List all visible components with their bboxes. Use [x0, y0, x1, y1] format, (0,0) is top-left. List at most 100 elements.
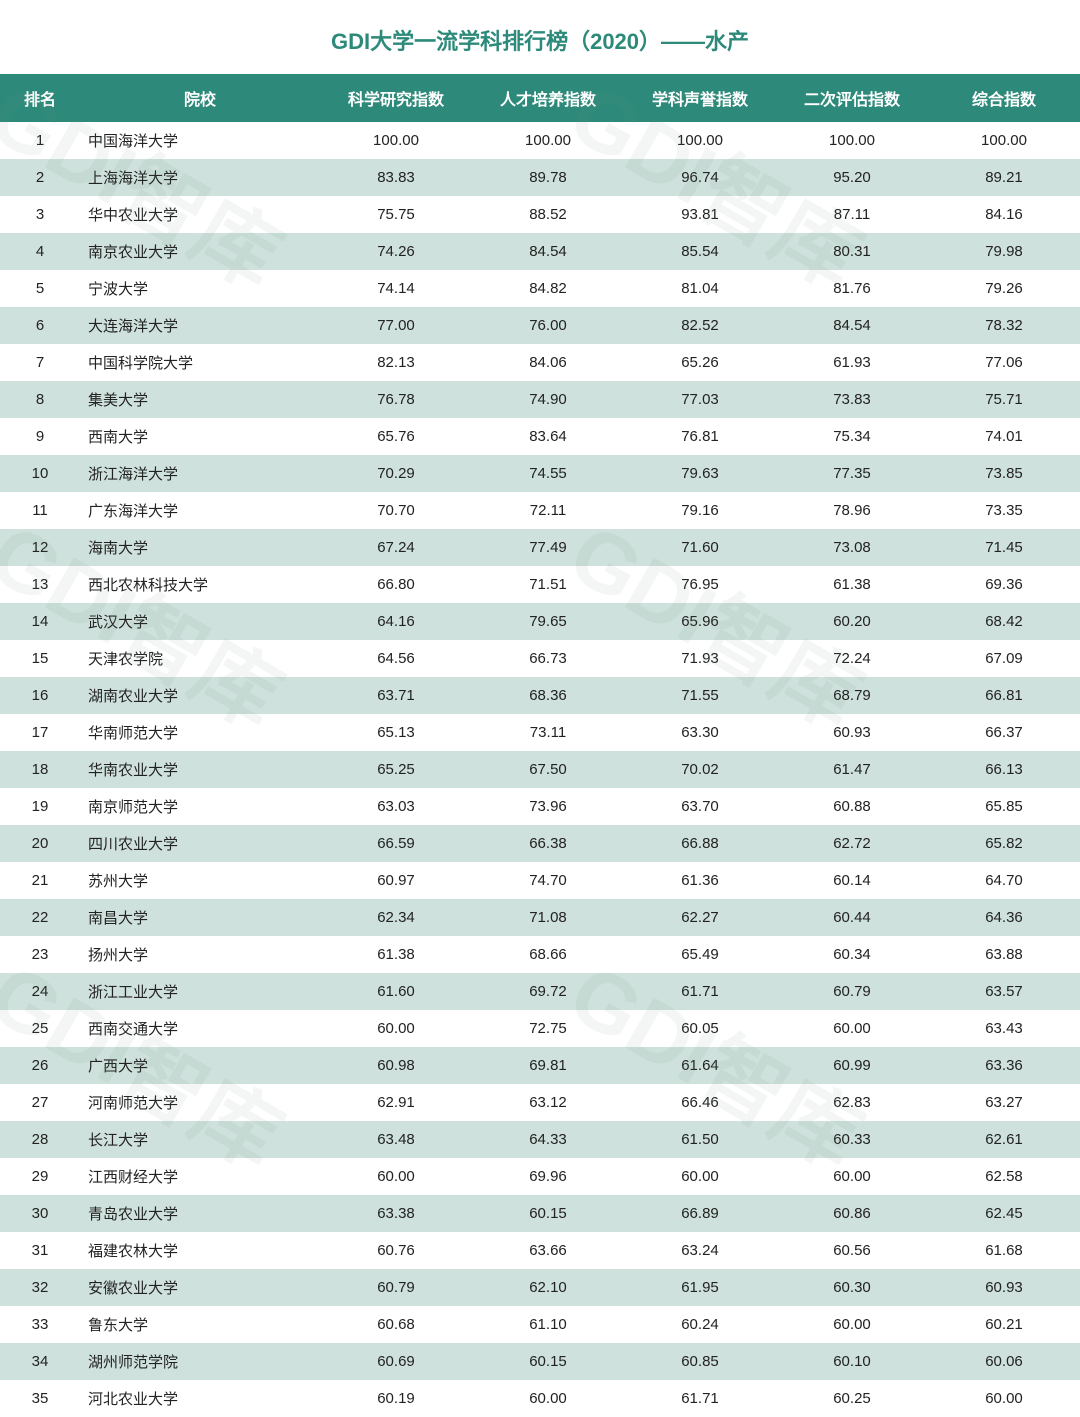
index-cell: 68.66 [472, 936, 624, 973]
col-header: 排名 [0, 74, 80, 122]
index-cell: 62.91 [320, 1084, 472, 1121]
index-cell: 80.31 [776, 233, 928, 270]
index-cell: 62.34 [320, 899, 472, 936]
index-cell: 65.26 [624, 344, 776, 381]
index-cell: 60.06 [928, 1343, 1080, 1380]
index-cell: 81.04 [624, 270, 776, 307]
index-cell: 100.00 [320, 122, 472, 159]
university-cell: 中国海洋大学 [80, 122, 320, 159]
index-cell: 79.98 [928, 233, 1080, 270]
rank-cell: 11 [0, 492, 80, 529]
university-cell: 西北农林科技大学 [80, 566, 320, 603]
col-header: 科学研究指数 [320, 74, 472, 122]
index-cell: 61.95 [624, 1269, 776, 1306]
university-cell: 南京师范大学 [80, 788, 320, 825]
index-cell: 79.26 [928, 270, 1080, 307]
university-cell: 上海海洋大学 [80, 159, 320, 196]
index-cell: 63.38 [320, 1195, 472, 1232]
index-cell: 66.13 [928, 751, 1080, 788]
rank-cell: 9 [0, 418, 80, 455]
index-cell: 61.38 [776, 566, 928, 603]
rank-cell: 20 [0, 825, 80, 862]
index-cell: 64.36 [928, 899, 1080, 936]
index-cell: 60.97 [320, 862, 472, 899]
index-cell: 60.93 [776, 714, 928, 751]
index-cell: 66.37 [928, 714, 1080, 751]
index-cell: 60.19 [320, 1380, 472, 1417]
index-cell: 60.88 [776, 788, 928, 825]
index-cell: 84.54 [472, 233, 624, 270]
index-cell: 64.56 [320, 640, 472, 677]
index-cell: 63.24 [624, 1232, 776, 1269]
index-cell: 78.96 [776, 492, 928, 529]
index-cell: 75.34 [776, 418, 928, 455]
university-cell: 天津农学院 [80, 640, 320, 677]
rank-cell: 29 [0, 1158, 80, 1195]
table-row: 22南昌大学62.3471.0862.2760.4464.36 [0, 899, 1080, 936]
index-cell: 100.00 [624, 122, 776, 159]
index-cell: 60.24 [624, 1306, 776, 1343]
index-cell: 64.33 [472, 1121, 624, 1158]
index-cell: 62.27 [624, 899, 776, 936]
university-cell: 南昌大学 [80, 899, 320, 936]
index-cell: 60.79 [776, 973, 928, 1010]
index-cell: 60.05 [624, 1010, 776, 1047]
index-cell: 60.00 [320, 1158, 472, 1195]
rank-cell: 35 [0, 1380, 80, 1417]
university-cell: 武汉大学 [80, 603, 320, 640]
index-cell: 77.06 [928, 344, 1080, 381]
index-cell: 63.71 [320, 677, 472, 714]
rank-cell: 16 [0, 677, 80, 714]
rank-cell: 33 [0, 1306, 80, 1343]
index-cell: 60.00 [776, 1306, 928, 1343]
index-cell: 71.45 [928, 529, 1080, 566]
index-cell: 89.21 [928, 159, 1080, 196]
table-row: 13西北农林科技大学66.8071.5176.9561.3869.36 [0, 566, 1080, 603]
index-cell: 62.45 [928, 1195, 1080, 1232]
rank-cell: 22 [0, 899, 80, 936]
index-cell: 81.76 [776, 270, 928, 307]
index-cell: 88.52 [472, 196, 624, 233]
index-cell: 63.27 [928, 1084, 1080, 1121]
university-cell: 青岛农业大学 [80, 1195, 320, 1232]
index-cell: 79.63 [624, 455, 776, 492]
index-cell: 60.00 [776, 1010, 928, 1047]
page-title: GDI大学一流学科排行榜（2020）——水产 [0, 0, 1080, 74]
university-cell: 浙江海洋大学 [80, 455, 320, 492]
table-row: 15天津农学院64.5666.7371.9372.2467.09 [0, 640, 1080, 677]
index-cell: 60.21 [928, 1306, 1080, 1343]
index-cell: 79.65 [472, 603, 624, 640]
university-cell: 安徽农业大学 [80, 1269, 320, 1306]
table-row: 7中国科学院大学82.1384.0665.2661.9377.06 [0, 344, 1080, 381]
col-header: 院校 [80, 74, 320, 122]
rank-cell: 17 [0, 714, 80, 751]
university-cell: 宁波大学 [80, 270, 320, 307]
rank-cell: 18 [0, 751, 80, 788]
table-row: 9西南大学65.7683.6476.8175.3474.01 [0, 418, 1080, 455]
index-cell: 61.93 [776, 344, 928, 381]
rank-cell: 15 [0, 640, 80, 677]
index-cell: 68.79 [776, 677, 928, 714]
index-cell: 60.14 [776, 862, 928, 899]
university-cell: 扬州大学 [80, 936, 320, 973]
rank-cell: 21 [0, 862, 80, 899]
col-header: 人才培养指数 [472, 74, 624, 122]
university-cell: 河北农业大学 [80, 1380, 320, 1417]
index-cell: 61.68 [928, 1232, 1080, 1269]
university-cell: 长江大学 [80, 1121, 320, 1158]
index-cell: 66.46 [624, 1084, 776, 1121]
index-cell: 89.78 [472, 159, 624, 196]
index-cell: 63.70 [624, 788, 776, 825]
index-cell: 72.24 [776, 640, 928, 677]
table-row: 12海南大学67.2477.4971.6073.0871.45 [0, 529, 1080, 566]
col-header: 综合指数 [928, 74, 1080, 122]
rank-cell: 6 [0, 307, 80, 344]
table-row: 18华南农业大学65.2567.5070.0261.4766.13 [0, 751, 1080, 788]
index-cell: 66.81 [928, 677, 1080, 714]
index-cell: 77.35 [776, 455, 928, 492]
table-row: 1中国海洋大学100.00100.00100.00100.00100.00 [0, 122, 1080, 159]
index-cell: 72.75 [472, 1010, 624, 1047]
index-cell: 66.80 [320, 566, 472, 603]
index-cell: 74.14 [320, 270, 472, 307]
index-cell: 67.50 [472, 751, 624, 788]
